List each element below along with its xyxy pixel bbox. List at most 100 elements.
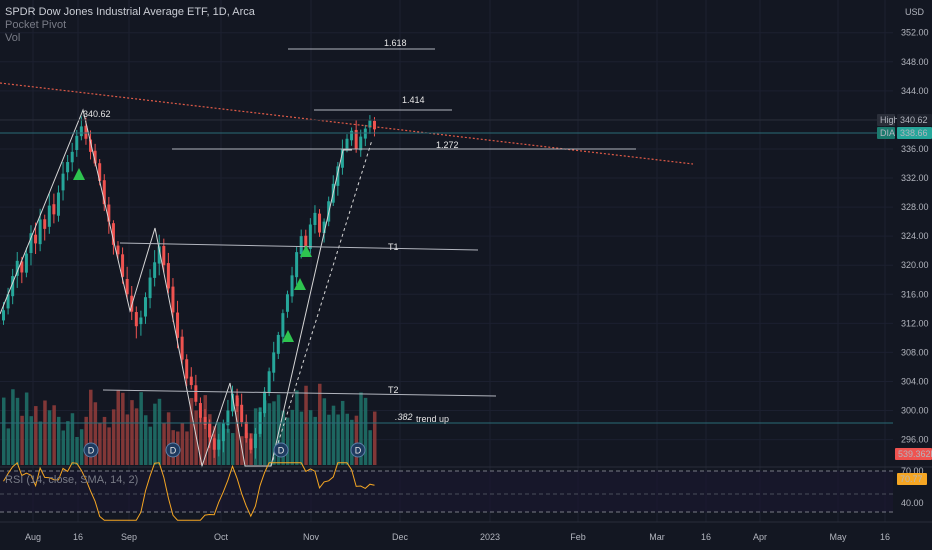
volume-badge-bg	[895, 448, 932, 460]
target-t1-line	[119, 242, 479, 251]
candle	[180, 336, 184, 360]
volume-bar	[203, 395, 208, 465]
fib-1618-label: 1.618	[384, 38, 407, 48]
candle	[340, 148, 344, 168]
volume-bar	[304, 385, 308, 465]
candle	[221, 423, 225, 442]
volume-bar	[121, 392, 125, 465]
candle	[372, 120, 376, 130]
trend-up-label: trend up	[416, 414, 449, 424]
volume-bar	[162, 423, 166, 465]
candle	[189, 376, 193, 386]
candle	[143, 297, 147, 317]
rsi-pane	[0, 461, 932, 521]
time-tick-label: Dec	[392, 532, 409, 542]
volume-bar	[285, 417, 290, 465]
price-tick-label: 320.00	[901, 260, 929, 270]
volume-bar	[244, 432, 249, 465]
volume-bar	[354, 415, 359, 465]
volume-bar	[198, 417, 203, 465]
price-tick-label: 344.00	[901, 86, 929, 96]
candle	[166, 263, 170, 289]
volume-bar	[29, 416, 33, 465]
volume-bar	[116, 389, 120, 465]
candle	[29, 233, 33, 254]
rsi-tick-label: 40.00	[901, 498, 924, 508]
price-tick-label: 324.00	[901, 231, 929, 241]
candle	[176, 312, 180, 338]
candle	[295, 252, 299, 278]
price-tick-label: 336.00	[901, 144, 929, 154]
high-badge-label: High	[880, 115, 899, 125]
rsi-legend[interactable]: RSI (14, close, SMA, 14, 2)	[5, 474, 139, 486]
volume-bar	[363, 397, 368, 465]
time-tick-label: 16	[880, 532, 890, 542]
candle	[322, 221, 326, 234]
resistance-trendline	[0, 82, 694, 165]
time-tick-label: 2023	[480, 532, 500, 542]
volume-label[interactable]: Vol	[5, 32, 21, 44]
candle	[363, 128, 367, 139]
candle	[231, 393, 234, 412]
volume-bar	[6, 428, 11, 465]
volume-bar	[327, 414, 331, 465]
time-axis[interactable]: Aug 16 Sep Oct Nov Dec 2023 Feb Mar 16 Apr May 16	[0, 521, 932, 542]
candle	[281, 313, 285, 337]
candle	[198, 403, 202, 418]
candle	[304, 235, 308, 248]
candle	[350, 130, 354, 141]
volume-bar	[130, 400, 134, 465]
signal-markers	[73, 168, 312, 342]
candle	[93, 150, 97, 164]
volume-bar	[20, 415, 24, 465]
candle	[107, 204, 111, 222]
candle	[285, 294, 289, 312]
volume-bar	[148, 426, 153, 465]
volume-bar	[56, 416, 61, 465]
symbol-badge-label: DIA	[880, 128, 895, 138]
candle	[75, 135, 79, 150]
volume-bar	[125, 414, 130, 465]
candle	[34, 234, 38, 244]
price-tick-label: 328.00	[901, 202, 929, 212]
candle	[290, 275, 294, 297]
candle	[235, 395, 239, 407]
candle	[185, 359, 189, 379]
volume-bar	[290, 409, 295, 465]
volume-bar	[345, 413, 349, 465]
candle	[318, 213, 322, 233]
candle	[111, 223, 115, 245]
candle	[66, 162, 70, 173]
candle	[157, 246, 161, 264]
candle	[102, 180, 106, 205]
target-t2-label: T2	[388, 385, 399, 395]
candle	[70, 151, 74, 163]
candle	[162, 245, 166, 266]
dividend-label: D	[170, 446, 177, 456]
candle	[52, 204, 56, 215]
price-tick-label: 304.00	[901, 376, 929, 386]
volume-bar	[180, 422, 185, 465]
candle	[263, 391, 267, 414]
candle	[203, 416, 207, 426]
symbol-title[interactable]: SPDR Dow Jones Industrial Average ETF, 1…	[5, 6, 255, 18]
candle	[89, 139, 93, 152]
volume-bar	[34, 406, 38, 465]
volume-bar	[24, 392, 29, 465]
pocket-pivot-signal-icon	[300, 245, 312, 257]
volume-bar	[79, 429, 84, 465]
volume-bar	[331, 405, 336, 465]
candle	[208, 423, 212, 438]
pocket-pivot-label[interactable]: Pocket Pivot	[5, 19, 67, 31]
pocket-pivot-signal-icon	[294, 278, 306, 290]
volume-bar	[157, 398, 162, 465]
candle	[134, 312, 138, 327]
dividend-label: D	[278, 446, 285, 456]
candle	[116, 245, 120, 255]
volume-bar	[134, 408, 139, 465]
volume-bar	[52, 405, 56, 465]
drawings: 1.618 1.414 1.272 T1 T2 340.62 .382 trend up	[0, 38, 893, 468]
time-tick-label: Aug	[25, 532, 41, 542]
